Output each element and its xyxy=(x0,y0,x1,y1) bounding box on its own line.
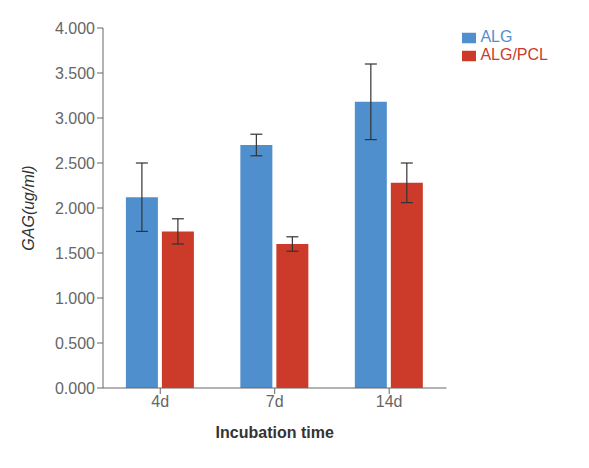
svg-text:Incubation time: Incubation time xyxy=(216,424,334,441)
svg-text:7d: 7d xyxy=(266,393,284,410)
svg-text:0.000: 0.000 xyxy=(55,380,95,397)
svg-text:14d: 14d xyxy=(376,393,403,410)
html-text:ALG: ALG xyxy=(480,28,513,45)
svg-text:1.000: 1.000 xyxy=(55,290,95,307)
svg-text:2.500: 2.500 xyxy=(55,155,95,172)
svg-text:3.500: 3.500 xyxy=(55,65,95,82)
svg-text:1.500: 1.500 xyxy=(55,245,95,262)
svg-text:2.000: 2.000 xyxy=(55,200,95,217)
svg-text:4.000: 4.000 xyxy=(55,20,95,37)
svg-text:GAG(ug/ml): GAG(ug/ml) xyxy=(20,165,37,250)
svg-text:0.500: 0.500 xyxy=(55,335,95,352)
html-text:ALG/PCL: ALG/PCL xyxy=(480,46,548,63)
svg-text:4d: 4d xyxy=(151,393,169,410)
svg-text:3.000: 3.000 xyxy=(55,110,95,127)
